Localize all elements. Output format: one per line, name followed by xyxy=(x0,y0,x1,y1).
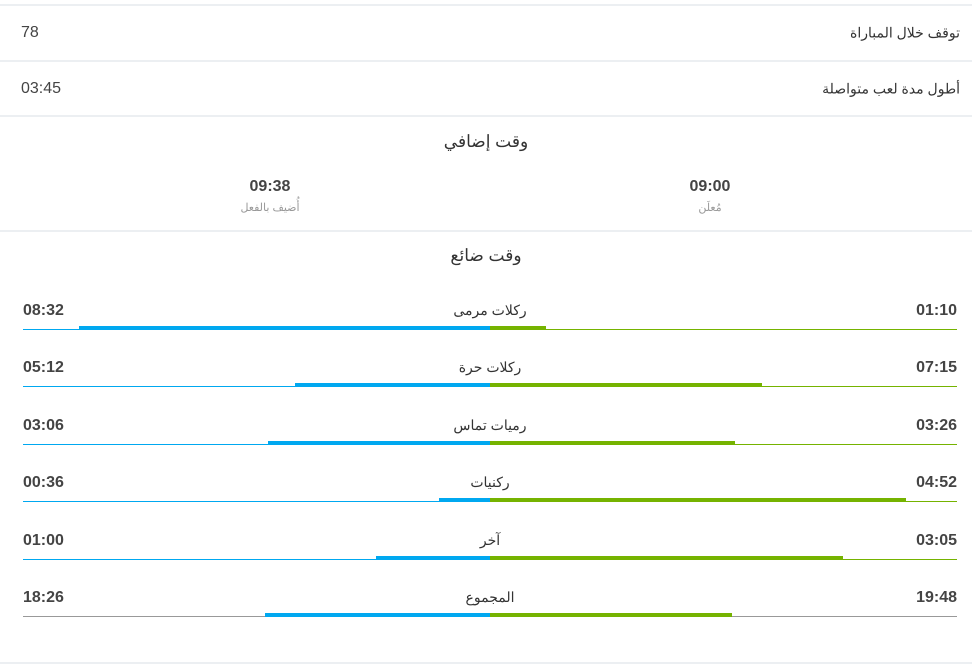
lost-time-title: وقت ضائع xyxy=(450,246,522,265)
stat-label: توقف خلال المباراة xyxy=(850,24,960,41)
left-team-bar xyxy=(375,555,490,560)
divider xyxy=(0,230,972,232)
added-value: 09:38 xyxy=(249,178,291,195)
right-team-bar xyxy=(490,498,906,503)
left-baseline xyxy=(23,443,490,445)
left-team-bar xyxy=(264,613,490,617)
category-label: ركلات حرة xyxy=(458,359,522,376)
left-team-bar xyxy=(438,498,490,503)
right-team-time: 01:10 xyxy=(916,302,957,319)
left-team-time: 18:26 xyxy=(23,589,64,606)
right-team-time: 19:48 xyxy=(916,589,957,606)
stat-row-longest-play: أطول مدة لعب متواصلة 03:45 xyxy=(0,62,972,116)
stat-label: أطول مدة لعب متواصلة xyxy=(822,80,960,97)
added-extra-time: 09:38 أُضيف بالفعل xyxy=(170,178,370,214)
left-baseline xyxy=(23,558,490,560)
right-team-time: 03:05 xyxy=(916,531,957,549)
left-team-time: 00:36 xyxy=(23,474,64,492)
right-team-bar xyxy=(490,440,736,445)
stat-value: 03:45 xyxy=(21,80,62,97)
left-team-bar xyxy=(268,440,490,445)
lost-time-row: 05:12 ركلات حرة 07:15 xyxy=(23,359,957,399)
right-team-time: 07:15 xyxy=(916,359,957,377)
lost-time-row: 00:36 ركنيات 04:52 xyxy=(23,474,957,514)
lost-time-row: 03:06 رميات تماس 03:26 xyxy=(23,417,957,457)
divider xyxy=(0,662,972,664)
right-team-bar xyxy=(490,613,732,617)
left-baseline xyxy=(23,616,490,617)
left-baseline xyxy=(23,386,490,388)
category-label: آخر xyxy=(479,531,501,548)
announced-value: 09:00 xyxy=(689,178,731,195)
announced-label: مُعلَن xyxy=(698,202,722,214)
left-team-bar xyxy=(294,383,490,388)
divider xyxy=(0,115,972,117)
left-team-time: 05:12 xyxy=(23,359,64,377)
right-team-bar xyxy=(490,326,547,330)
extra-time-title: وقت إضافي xyxy=(443,132,529,151)
divider xyxy=(0,60,972,62)
lost-time-row: 08:32 ركلات مرمى 01:10 xyxy=(23,302,957,342)
category-label: ركنيات xyxy=(470,474,510,491)
right-team-time: 03:26 xyxy=(916,416,957,434)
left-team-time: 01:00 xyxy=(23,531,64,549)
left-team-time: 08:32 xyxy=(23,302,64,319)
lost-time-row: 01:00 آخر 03:05 xyxy=(23,532,957,572)
lost-time-total-row: 18:26 المجموع 19:48 xyxy=(23,589,957,629)
category-label: رميات تماس xyxy=(453,416,527,433)
category-label: ركلات مرمى xyxy=(453,302,527,318)
stat-value: 78 xyxy=(21,24,39,41)
left-baseline xyxy=(23,501,490,503)
right-team-bar xyxy=(490,555,843,560)
right-team-time: 04:52 xyxy=(916,474,957,492)
right-baseline xyxy=(490,329,957,330)
added-label: أُضيف بالفعل xyxy=(240,202,300,214)
divider xyxy=(0,4,972,6)
category-label: المجموع xyxy=(465,589,515,605)
right-team-bar xyxy=(490,383,762,388)
left-team-bar xyxy=(79,326,490,330)
announced-extra-time: 09:00 مُعلَن xyxy=(610,178,810,214)
left-team-time: 03:06 xyxy=(23,416,64,434)
stat-row-stoppages: توقف خلال المباراة 78 xyxy=(0,6,972,60)
